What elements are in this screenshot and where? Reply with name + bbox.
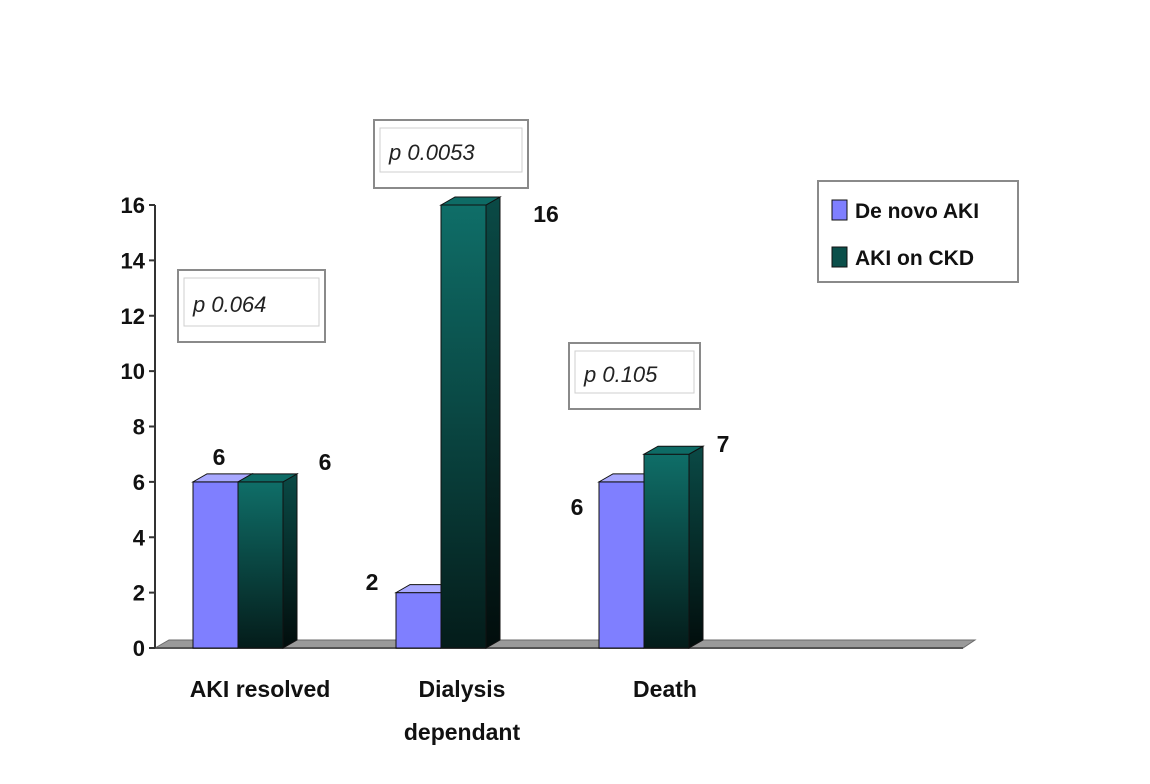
data-label: 6 <box>571 494 584 520</box>
legend-swatch <box>831 246 848 268</box>
x-category-label: Dialysis dependant <box>404 676 521 745</box>
p-value-annotation: p 0.105 <box>568 342 701 410</box>
bar-aki-on-ckd-0 <box>236 473 299 649</box>
bar-front <box>440 204 487 649</box>
p-value-annotation: p 0.064 <box>177 269 326 343</box>
p-value-text: p 0.064 <box>192 292 266 317</box>
x-category-label-line: dependant <box>404 719 521 745</box>
annotation-inner-frame <box>379 127 523 173</box>
annotation-inner-frame <box>574 350 695 394</box>
y-tick-label: 10 <box>121 359 145 384</box>
data-label: 7 <box>717 431 730 457</box>
data-label: 6 <box>213 444 226 470</box>
p-value-annotation: p 0.0053 <box>373 119 529 189</box>
y-tick-label: 16 <box>121 193 145 218</box>
y-tick-label: 2 <box>133 581 145 606</box>
annotation-box <box>177 269 326 343</box>
bar-top <box>236 473 299 483</box>
data-label: 16 <box>533 201 559 227</box>
y-tick-label: 8 <box>133 415 145 440</box>
y-tick-label: 12 <box>121 304 145 329</box>
annotation-box <box>373 119 529 189</box>
y-tick-label: 6 <box>133 470 145 495</box>
legend-swatch <box>831 199 848 221</box>
legend-label: De novo AKI <box>855 200 979 223</box>
bar-front <box>192 481 239 649</box>
bar-aki-on-ckd-2 <box>642 445 705 649</box>
y-tick-label: 0 <box>133 636 145 661</box>
bar-top <box>642 445 705 455</box>
x-category-label-line: Dialysis <box>419 676 506 702</box>
y-tick-label: 4 <box>133 525 146 550</box>
bar-side <box>485 196 501 649</box>
data-label: 6 <box>319 449 332 475</box>
bar-front <box>643 453 690 649</box>
bar-front <box>598 481 645 649</box>
bar-side <box>688 445 704 649</box>
bar-aki-on-ckd-1 <box>439 196 502 649</box>
y-tick-label: 14 <box>121 248 146 273</box>
bar-front <box>395 592 442 649</box>
annotation-inner-frame <box>183 277 320 327</box>
annotation-box <box>568 342 701 410</box>
data-label: 2 <box>366 569 379 595</box>
legend: De novo AKI AKI on CKD <box>817 180 1019 283</box>
bar-top <box>439 196 502 206</box>
legend-box <box>817 180 1019 283</box>
p-value-text: p 0.105 <box>583 362 658 387</box>
x-category-label: AKI resolved <box>190 676 331 702</box>
p-value-text: p 0.0053 <box>388 140 475 165</box>
bar-front <box>237 481 284 649</box>
bar-side <box>282 473 298 649</box>
legend-label: AKI on CKD <box>855 247 974 270</box>
x-category-label: Death <box>633 676 697 702</box>
